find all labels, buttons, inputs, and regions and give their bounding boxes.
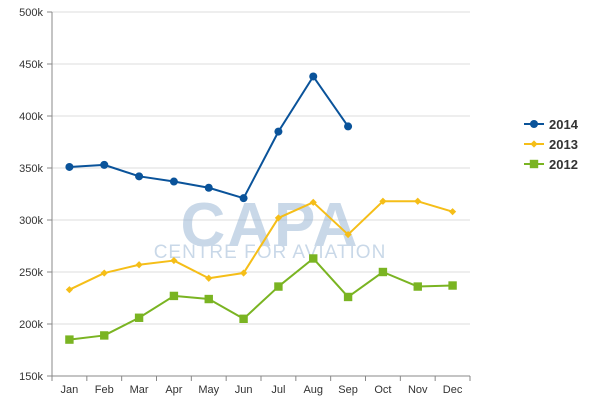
- watermark-logo-text: CAPA: [180, 191, 359, 260]
- data-point-2013: [205, 274, 213, 282]
- x-tick-label: Oct: [374, 384, 391, 396]
- y-tick-label: 350k: [19, 163, 43, 175]
- y-tick-label: 200k: [19, 319, 43, 331]
- series-2014: [65, 72, 353, 203]
- data-point-2014: [309, 72, 318, 81]
- data-point-2013: [448, 208, 457, 216]
- y-tick-label: 150k: [19, 371, 43, 383]
- data-point-2013: [344, 230, 352, 239]
- y-tick-label: 450k: [19, 59, 43, 71]
- data-point-2013: [379, 197, 387, 205]
- series-2013: [65, 197, 457, 294]
- data-point-2013: [170, 256, 178, 265]
- y-tick-label: 400k: [19, 111, 43, 123]
- legend-label: 2012: [549, 157, 578, 172]
- x-tick-label: Dec: [443, 384, 463, 396]
- legend-label: 2013: [549, 137, 578, 152]
- x-tick-label: Mar: [130, 384, 149, 396]
- axes: 150k 200k 250k 300k 350k 400k 450k 500k Jan Feb Ma…: [19, 7, 471, 396]
- y-tick-label: 250k: [19, 267, 43, 279]
- data-point-2013: [100, 269, 108, 277]
- legend-label: 2014: [549, 117, 579, 132]
- data-point-2012: [309, 254, 318, 263]
- capa-watermark: CAPA CENTRE FOR AVIATION: [154, 191, 387, 263]
- gridlines: [52, 11, 470, 377]
- legend-item-2014: 2014: [524, 117, 579, 132]
- data-point-2013: [65, 286, 74, 294]
- data-point-2012: [65, 335, 74, 344]
- data-point-2014: [135, 172, 144, 181]
- data-point-2012: [413, 282, 422, 291]
- watermark-tagline: CENTRE FOR AVIATION: [154, 242, 387, 263]
- legend-marker: [529, 159, 539, 169]
- data-point-2013: [135, 261, 143, 269]
- x-tick-label: Jun: [235, 384, 253, 396]
- data-point-2014: [239, 194, 248, 203]
- legend-item-2013: 2013: [524, 137, 578, 152]
- legend-marker: [530, 120, 538, 128]
- data-point-2012: [343, 292, 353, 302]
- legend: 2014 2013 2012: [524, 117, 579, 172]
- legend-marker: [530, 140, 538, 148]
- series-group: [65, 72, 457, 344]
- x-tick-label: Jul: [271, 384, 285, 396]
- legend-item-2012: 2012: [524, 157, 578, 172]
- y-tick-label: 300k: [19, 215, 43, 227]
- x-tick-label: Nov: [408, 384, 428, 396]
- data-point-2014: [344, 122, 353, 131]
- x-tick-label: Jan: [61, 384, 79, 396]
- data-point-2012: [274, 282, 283, 291]
- data-point-2013: [274, 214, 283, 222]
- data-point-2012: [134, 313, 144, 322]
- data-point-2013: [239, 269, 248, 277]
- series-2012: [65, 254, 457, 344]
- data-point-2014: [65, 162, 74, 171]
- data-point-2014: [169, 177, 178, 186]
- data-point-2013: [414, 197, 422, 205]
- data-point-2012: [100, 331, 109, 340]
- x-tick-label: Apr: [165, 384, 182, 396]
- series-line-2012: [69, 257, 453, 341]
- x-tick-label: May: [198, 384, 219, 396]
- data-point-2012: [378, 267, 388, 277]
- data-point-2012: [448, 281, 457, 290]
- data-point-2013: [309, 198, 317, 206]
- data-point-2014: [100, 160, 109, 169]
- x-tick-label: Sep: [338, 384, 358, 396]
- series-line-2013: [68, 200, 453, 291]
- data-point-2014: [204, 183, 213, 192]
- data-point-2012: [204, 294, 213, 304]
- x-tick-label: Aug: [303, 384, 323, 396]
- data-point-2014: [274, 127, 283, 136]
- series-line-2014: [69, 75, 349, 200]
- data-point-2012: [169, 291, 179, 301]
- data-point-2012: [239, 314, 248, 323]
- x-tick-label: Feb: [95, 384, 114, 396]
- y-tick-label: 500k: [19, 7, 43, 19]
